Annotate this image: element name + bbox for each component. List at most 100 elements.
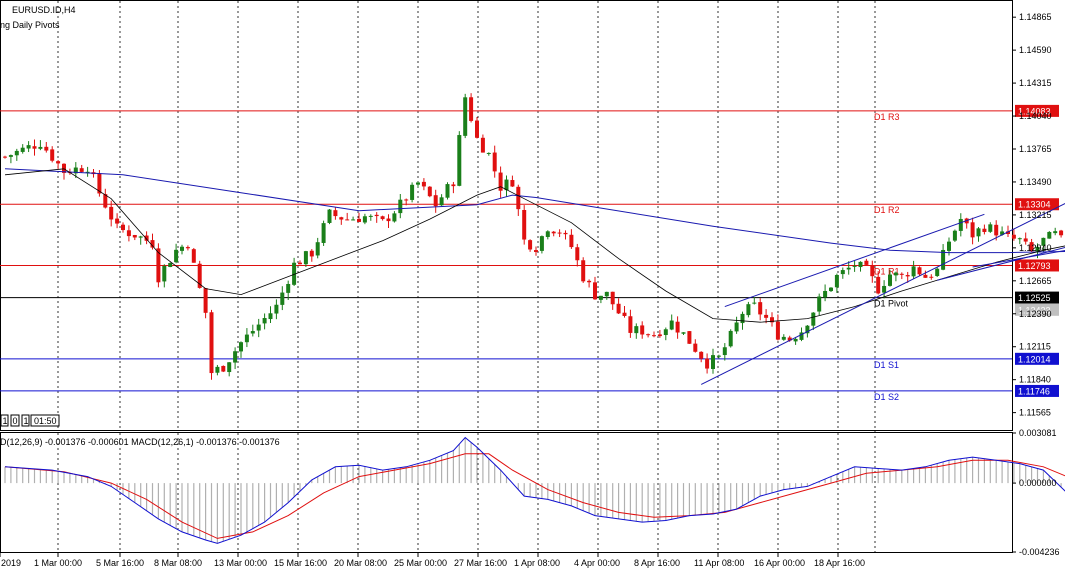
- candle-body: [746, 304, 751, 316]
- macd-main-line: [4, 436, 1065, 544]
- candle-body: [221, 365, 226, 372]
- candle-body: [952, 230, 957, 241]
- price-tick-label: 1.14590: [1019, 45, 1052, 55]
- indicator-label: ng Daily Pivots: [0, 20, 60, 30]
- candle-body: [433, 195, 438, 207]
- candle-body: [56, 161, 61, 164]
- time-tick-label: 2019: [1, 558, 21, 568]
- channel-line: [937, 247, 1065, 281]
- channel-line: [972, 249, 1065, 268]
- candle-body: [947, 241, 951, 251]
- candle-body: [309, 250, 314, 257]
- candle-body: [315, 242, 320, 256]
- candle-body: [823, 291, 828, 298]
- timer-time-box: [30, 414, 60, 427]
- candle-body: [457, 135, 462, 186]
- level-price-box: [1015, 104, 1059, 117]
- candle-body: [510, 180, 515, 187]
- candle-body: [1029, 242, 1034, 252]
- price-tick-label: 1.13215: [1019, 210, 1052, 220]
- candle-body: [362, 216, 367, 223]
- moving-averages: [4, 168, 1065, 323]
- time-tick-label: 4 Apr 00:00: [574, 558, 620, 568]
- candle-body: [280, 292, 285, 305]
- candle-body: [1023, 238, 1028, 242]
- candle-body: [587, 280, 592, 283]
- level-price-box: [1015, 291, 1059, 304]
- macd-frame: [0, 432, 1013, 553]
- candle-body: [994, 224, 999, 236]
- candle-body: [144, 235, 149, 241]
- candle-body: [870, 265, 875, 277]
- candle-body: [103, 194, 108, 208]
- price-tick-label: 1.13765: [1019, 144, 1052, 154]
- level-name: D1 S1: [874, 360, 899, 370]
- time-tick-label: 27 Mar 16:00: [454, 558, 507, 568]
- candles-layer: [3, 93, 1064, 380]
- time-tick-label: 20 Mar 08:00: [334, 558, 387, 568]
- candle-body: [534, 250, 538, 252]
- candle-body: [498, 172, 503, 191]
- macd-tick-label: 0.003081: [1019, 428, 1057, 438]
- timer-time: 01:50: [34, 416, 57, 426]
- candle-body: [982, 228, 987, 232]
- candle-body: [752, 302, 757, 304]
- candle-body: [787, 337, 792, 341]
- candle-body: [404, 199, 409, 201]
- candle-body: [646, 334, 651, 336]
- macd-tick-label: -0.004236: [1019, 547, 1060, 557]
- candle-body: [817, 296, 822, 312]
- time-axis: 2019 1 Mar 00:00 5 Mar 16:00 8 Mar 08:00 13 …: [0, 553, 865, 568]
- candle-body: [840, 270, 845, 275]
- ma-slow-line: [4, 168, 1065, 254]
- level-price-box: [1015, 198, 1059, 211]
- candle-body: [50, 149, 55, 161]
- candle-body: [463, 97, 468, 136]
- candle-body: [805, 325, 810, 334]
- candle-body: [711, 355, 715, 370]
- timer-box-3: [21, 414, 30, 427]
- candle-body: [439, 197, 444, 206]
- level-price-box: [1015, 352, 1059, 365]
- candle-body: [976, 228, 981, 237]
- candle-body: [716, 355, 721, 357]
- candle-body: [811, 312, 816, 326]
- candle-body: [97, 173, 102, 194]
- timer-box-3-text: 1: [24, 416, 29, 426]
- candle-body: [126, 230, 131, 237]
- candle-body: [593, 282, 597, 300]
- channel-line: [700, 202, 1065, 385]
- level-price-text: 1.14083: [1018, 106, 1051, 116]
- candle-body: [911, 266, 916, 277]
- timer-widget: 1 0 1 01:50: [0, 414, 60, 427]
- candle-body: [640, 325, 645, 335]
- time-tick-label: 13 Mar 00:00: [214, 558, 267, 568]
- candle-body: [168, 263, 173, 268]
- candle-body: [504, 179, 509, 191]
- candle-body: [657, 334, 662, 337]
- time-tick-label: 16 Apr 00:00: [754, 558, 805, 568]
- price-tick-label: 1.12390: [1019, 309, 1052, 319]
- candle-body: [73, 167, 78, 174]
- candle-body: [834, 274, 839, 288]
- candle-body: [421, 181, 426, 187]
- price-tick-label: 1.14040: [1019, 111, 1052, 121]
- time-tick-label: 11 Apr 08:00: [694, 558, 744, 568]
- candle-body: [740, 313, 745, 324]
- macd-label: D(12,26,9) -0.001376 -0.000601 MACD(12,2…: [0, 437, 280, 447]
- price-tick-label: 1.14865: [1019, 12, 1052, 22]
- candle-body: [687, 331, 692, 344]
- price-chart-frame: [0, 0, 1013, 431]
- candle-body: [1006, 231, 1010, 234]
- level-name: D1 Pivot: [874, 299, 909, 309]
- candle-body: [929, 276, 934, 278]
- candle-body: [3, 156, 7, 158]
- candle-body: [298, 262, 302, 265]
- candle-body: [1053, 231, 1058, 234]
- candle-body: [351, 219, 356, 221]
- candle-body: [634, 326, 639, 334]
- candle-body: [888, 274, 892, 286]
- candle-body: [209, 312, 214, 374]
- candle-body: [705, 358, 710, 369]
